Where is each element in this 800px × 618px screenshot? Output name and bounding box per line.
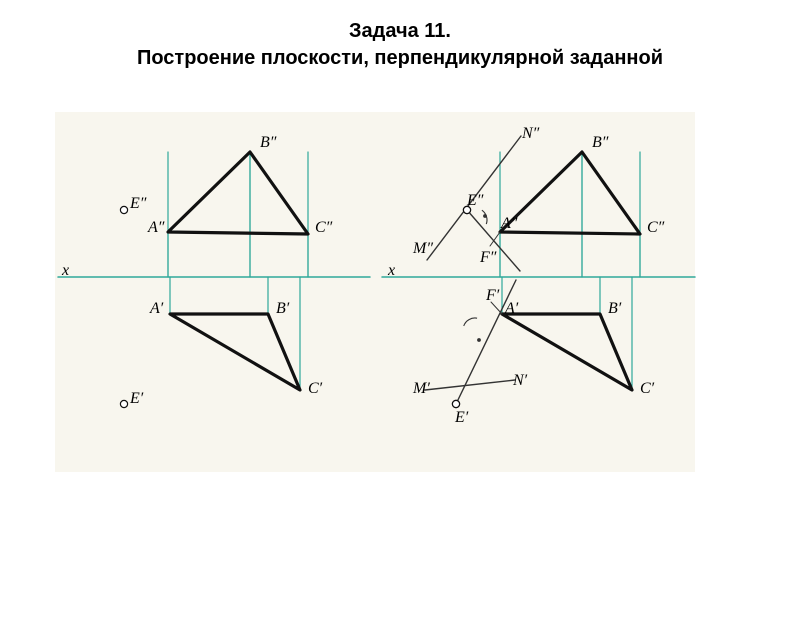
left-label-E1: E′ [130,390,143,408]
diagram-svg [0,92,800,522]
left-label-E2: E″ [130,195,146,213]
left-label-A2: A″ [148,219,164,237]
right-label-E1: E′ [455,409,468,427]
left-label-B2: B″ [260,134,276,152]
right-label-A2: A″ [501,215,517,233]
title-line-1: Задача 11. [0,18,800,45]
page-title: Задача 11. Построение плоскости, перпенд… [0,18,800,72]
right-label-N1: N′ [513,372,527,390]
right-label-E2: E″ [467,192,483,210]
right-label-N2: N″ [522,125,539,143]
right-label-B2: B″ [592,134,608,152]
left-label-x: x [62,262,69,280]
right-label-x: x [388,262,395,280]
right-label-M1: M′ [413,380,430,398]
right-label-M2: M″ [413,240,433,258]
left-label-C2: C″ [315,219,332,237]
left-label-C1: C′ [308,380,322,398]
right-label-F2: F″ [480,249,496,267]
right-label-C2: C″ [647,219,664,237]
left-label-B1: B′ [276,300,289,318]
left-label-A1: A′ [150,300,163,318]
title-line-2: Построение плоскости, перпендикулярной з… [0,45,800,72]
diagram-canvas: B″ A″ C″ A′ B′ C′ E″ E′ x B″ A″ C″ A′ B′ C′ E″ E′ F″ F′ N″ M… [0,92,800,522]
right-label-F1: F′ [486,287,499,305]
right-label-C1: C′ [640,380,654,398]
right-label-B1: B′ [608,300,621,318]
right-label-A1: A′ [505,300,518,318]
